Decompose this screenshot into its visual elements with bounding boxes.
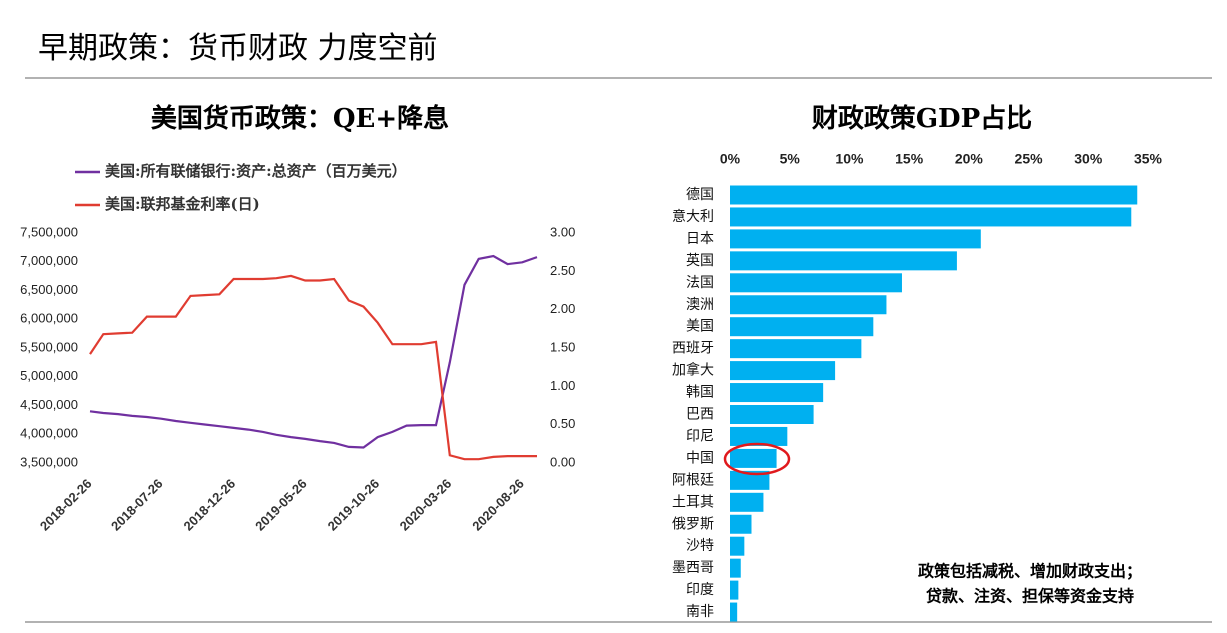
category-label: 法国 [686, 275, 714, 291]
bar [730, 317, 874, 337]
x-tick-label: 15% [895, 151, 924, 167]
category-label: 德国 [686, 187, 714, 203]
y-tick-label: 6,500,000 [20, 282, 78, 297]
y2-tick-label: 0.00 [550, 454, 575, 469]
y2-tick-label: 2.00 [550, 301, 575, 316]
bar [730, 383, 824, 403]
annotation: 政策包括减税、增加财政支出； [918, 562, 1142, 581]
bar [730, 405, 814, 424]
category-label: 土耳其 [672, 494, 714, 510]
legend-label: 美国:所有联储银行:资产:总资产（百万美元） [105, 162, 407, 180]
y2-tick-label: 3.00 [550, 224, 575, 239]
category-label: 印尼 [686, 428, 714, 444]
y-tick-label: 7,000,000 [20, 253, 78, 268]
x-tick-label: 30% [1074, 151, 1103, 167]
bar [730, 185, 1138, 205]
chart-title: 美国货币政策：QE+降息 [151, 103, 449, 134]
bar [730, 361, 836, 381]
y-tick-label: 5,500,000 [20, 339, 78, 354]
category-label: 俄罗斯 [672, 516, 714, 532]
y2-tick-label: 1.50 [550, 339, 575, 354]
x-tick-label: 2018-07-26 [108, 476, 166, 534]
bar [730, 339, 862, 359]
legend-label: 美国:联邦基金利率(日) [105, 195, 260, 213]
y-tick-label: 6,000,000 [20, 311, 78, 326]
y-tick-label: 4,000,000 [20, 426, 78, 441]
bar [730, 514, 752, 534]
category-label: 阿根廷 [672, 472, 714, 488]
bar [730, 251, 957, 271]
series-line [89, 274, 537, 461]
x-tick-label: 0% [720, 151, 741, 167]
category-label: 沙特 [686, 538, 714, 554]
highlight-circle [723, 442, 791, 476]
x-tick-label: 10% [835, 151, 864, 167]
bar [730, 536, 745, 556]
bar [730, 602, 738, 622]
category-label: 西班牙 [672, 341, 714, 357]
x-tick-label: 5% [780, 151, 801, 167]
series-line [89, 254, 538, 449]
bar [730, 229, 981, 249]
x-tick-label: 20% [955, 151, 984, 167]
x-tick-label: 35% [1134, 151, 1163, 167]
slide-title: 早期政策：货币财政 力度空前 [38, 31, 438, 66]
x-tick-label: 2020-03-26 [397, 476, 455, 534]
bar [730, 295, 887, 315]
bar [730, 448, 777, 468]
y2-tick-label: 0.50 [550, 416, 575, 431]
bar [730, 470, 770, 490]
x-tick-label: 2018-12-26 [181, 476, 239, 534]
y2-tick-label: 1.00 [550, 378, 575, 393]
x-tick-label: 2018-02-26 [37, 476, 95, 534]
category-label: 巴西 [686, 407, 714, 423]
category-label: 中国 [686, 450, 714, 466]
category-label: 墨西哥 [672, 560, 714, 576]
bar [730, 558, 741, 578]
bar [730, 207, 1132, 227]
chart-title: 财政政策GDP占比 [812, 103, 1032, 134]
y-tick-label: 3,500,000 [20, 454, 78, 469]
category-label: 澳洲 [686, 297, 714, 313]
annotation: 贷款、注资、担保等资金支持 [926, 587, 1134, 606]
x-tick-label: 2019-05-26 [252, 476, 310, 534]
category-label: 英国 [686, 252, 714, 269]
y2-tick-label: 2.50 [550, 263, 575, 278]
category-label: 美国 [686, 319, 714, 335]
x-tick-label: 2019-10-26 [325, 476, 383, 534]
y-tick-label: 5,000,000 [20, 368, 78, 383]
category-label: 加拿大 [672, 362, 714, 379]
bar [730, 580, 739, 600]
bar [730, 492, 764, 512]
x-tick-label: 2020-08-26 [469, 476, 527, 534]
x-tick-label: 25% [1015, 151, 1044, 167]
category-label: 韩国 [686, 385, 714, 401]
category-label: 意大利 [672, 208, 714, 225]
category-label: 印度 [686, 582, 714, 598]
bar [730, 426, 788, 446]
bar [730, 273, 902, 293]
y-tick-label: 4,500,000 [20, 397, 78, 412]
y-tick-label: 7,500,000 [20, 224, 78, 239]
category-label: 南非 [686, 604, 714, 620]
category-label: 日本 [686, 231, 714, 247]
